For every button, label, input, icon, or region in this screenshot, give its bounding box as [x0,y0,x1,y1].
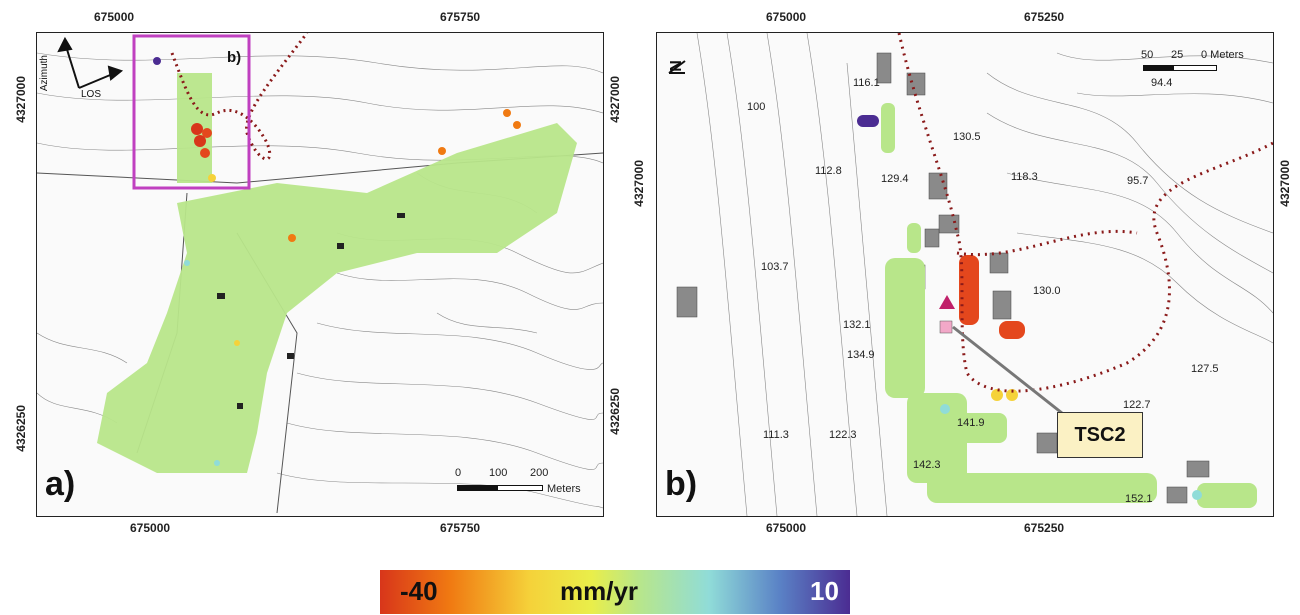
landslide-boundary-a [170,33,309,161]
x-tick-bottom-675750-a: 675750 [440,521,481,535]
contours-b [696,33,1273,516]
elevation-label: 95.7 [1127,175,1149,187]
ps-hot-points-b [857,115,1202,500]
elevation-label: 134.9 [847,349,875,361]
x-tick-bottom-675000-a: 675000 [130,521,171,535]
scale-bar-b-black [1143,65,1173,71]
scale-bar-b-white [1173,65,1217,71]
elevation-label: 152.1 [1125,493,1153,505]
elevation-label: 127.5 [1191,363,1219,375]
colorbar-unit: mm/yr [560,576,639,606]
map-b-svg [668,33,1273,516]
scale-b-value: 94.4 [1151,77,1173,89]
elevation-label: 118.3 [1011,171,1038,183]
x-tick-top-675750-a: 675750 [440,10,481,24]
elevation-label: 122.3 [829,429,857,441]
colorbar-min: -40 [400,576,438,606]
scale-bar-a-black [457,485,497,491]
y-tick-left-4327000-a: 4327000 [14,76,28,123]
elevation-label: 112.8 [815,165,842,177]
elevation-label: 141.9 [957,417,985,429]
ps-points-a [97,73,577,473]
colorbar-max: 10 [810,576,839,606]
elevation-label: 130.0 [1033,285,1061,297]
y-tick-right-4327000-a: 4327000 [608,76,622,123]
elevation-label: 142.3 [913,459,941,471]
los-label: LOS [81,89,102,100]
x-tick-bottom-675250-b: 675250 [1024,521,1065,535]
y-tick-right-4326250-a: 4326250 [608,388,622,435]
los-azimuth-arrows [57,36,124,89]
landslide-boundary-b [897,33,1273,393]
x-tick-bottom-675000-b: 675000 [766,521,807,535]
buildings-a [217,213,405,409]
elevation-label: 132.1 [843,319,871,331]
panel-b-label: b) [665,465,698,503]
azimuth-label: Azimuth [39,55,50,92]
x-tick-top-675000-a: 675000 [94,10,135,24]
elevation-label: 116.1 [853,77,880,89]
tsc2-callout: TSC2 [1057,412,1143,458]
elevation-label: 129.4 [881,173,909,185]
inset-label: b) [227,49,242,66]
scale-a-100: 100 [489,467,508,479]
ps-points-b [881,103,1257,508]
landslide-boundary-b-inner [956,229,1138,257]
north-arrow [668,60,686,74]
scale-a-unit: Meters [547,483,581,495]
scale-b-50: 50 [1141,49,1154,61]
scale-a-0: 0 [455,467,462,479]
elevation-label: 103.7 [761,261,789,273]
triangle-marker [939,295,955,309]
panel-a-label: a) [45,465,76,503]
scale-a-200: 200 [530,467,549,479]
colorbar: -40 mm/yr 10 [380,570,850,614]
y-tick-left-4326250-a: 4326250 [14,405,28,452]
map-a-svg [37,33,603,514]
map-panel-b: b) N 50 25 0 Meters 94.4 116.1 100 130.5… [656,32,1274,517]
elevation-label: 111.3 [763,429,789,441]
ps-hot-points-a [153,57,521,466]
callout-line [952,325,1068,419]
y-tick-right-4327000-b: 4327000 [1278,160,1292,207]
elevation-label: 130.5 [953,131,981,143]
y-tick-left-4327000-b: 4327000 [632,160,646,207]
scale-b-0: 0 Meters [1201,49,1244,61]
x-tick-top-675000-b: 675000 [766,10,807,24]
square-marker [939,320,953,334]
elevation-label: 100 [747,101,766,113]
x-tick-top-675250-b: 675250 [1024,10,1065,24]
map-panel-a: a) b) Azimuth LOS 0 100 200 Meters [36,32,604,517]
elevation-label: 122.7 [1123,399,1151,411]
north-label: N [667,60,685,72]
scale-bar-a-white [497,485,543,491]
inset-box [132,34,251,190]
scale-b-25: 25 [1171,49,1184,61]
